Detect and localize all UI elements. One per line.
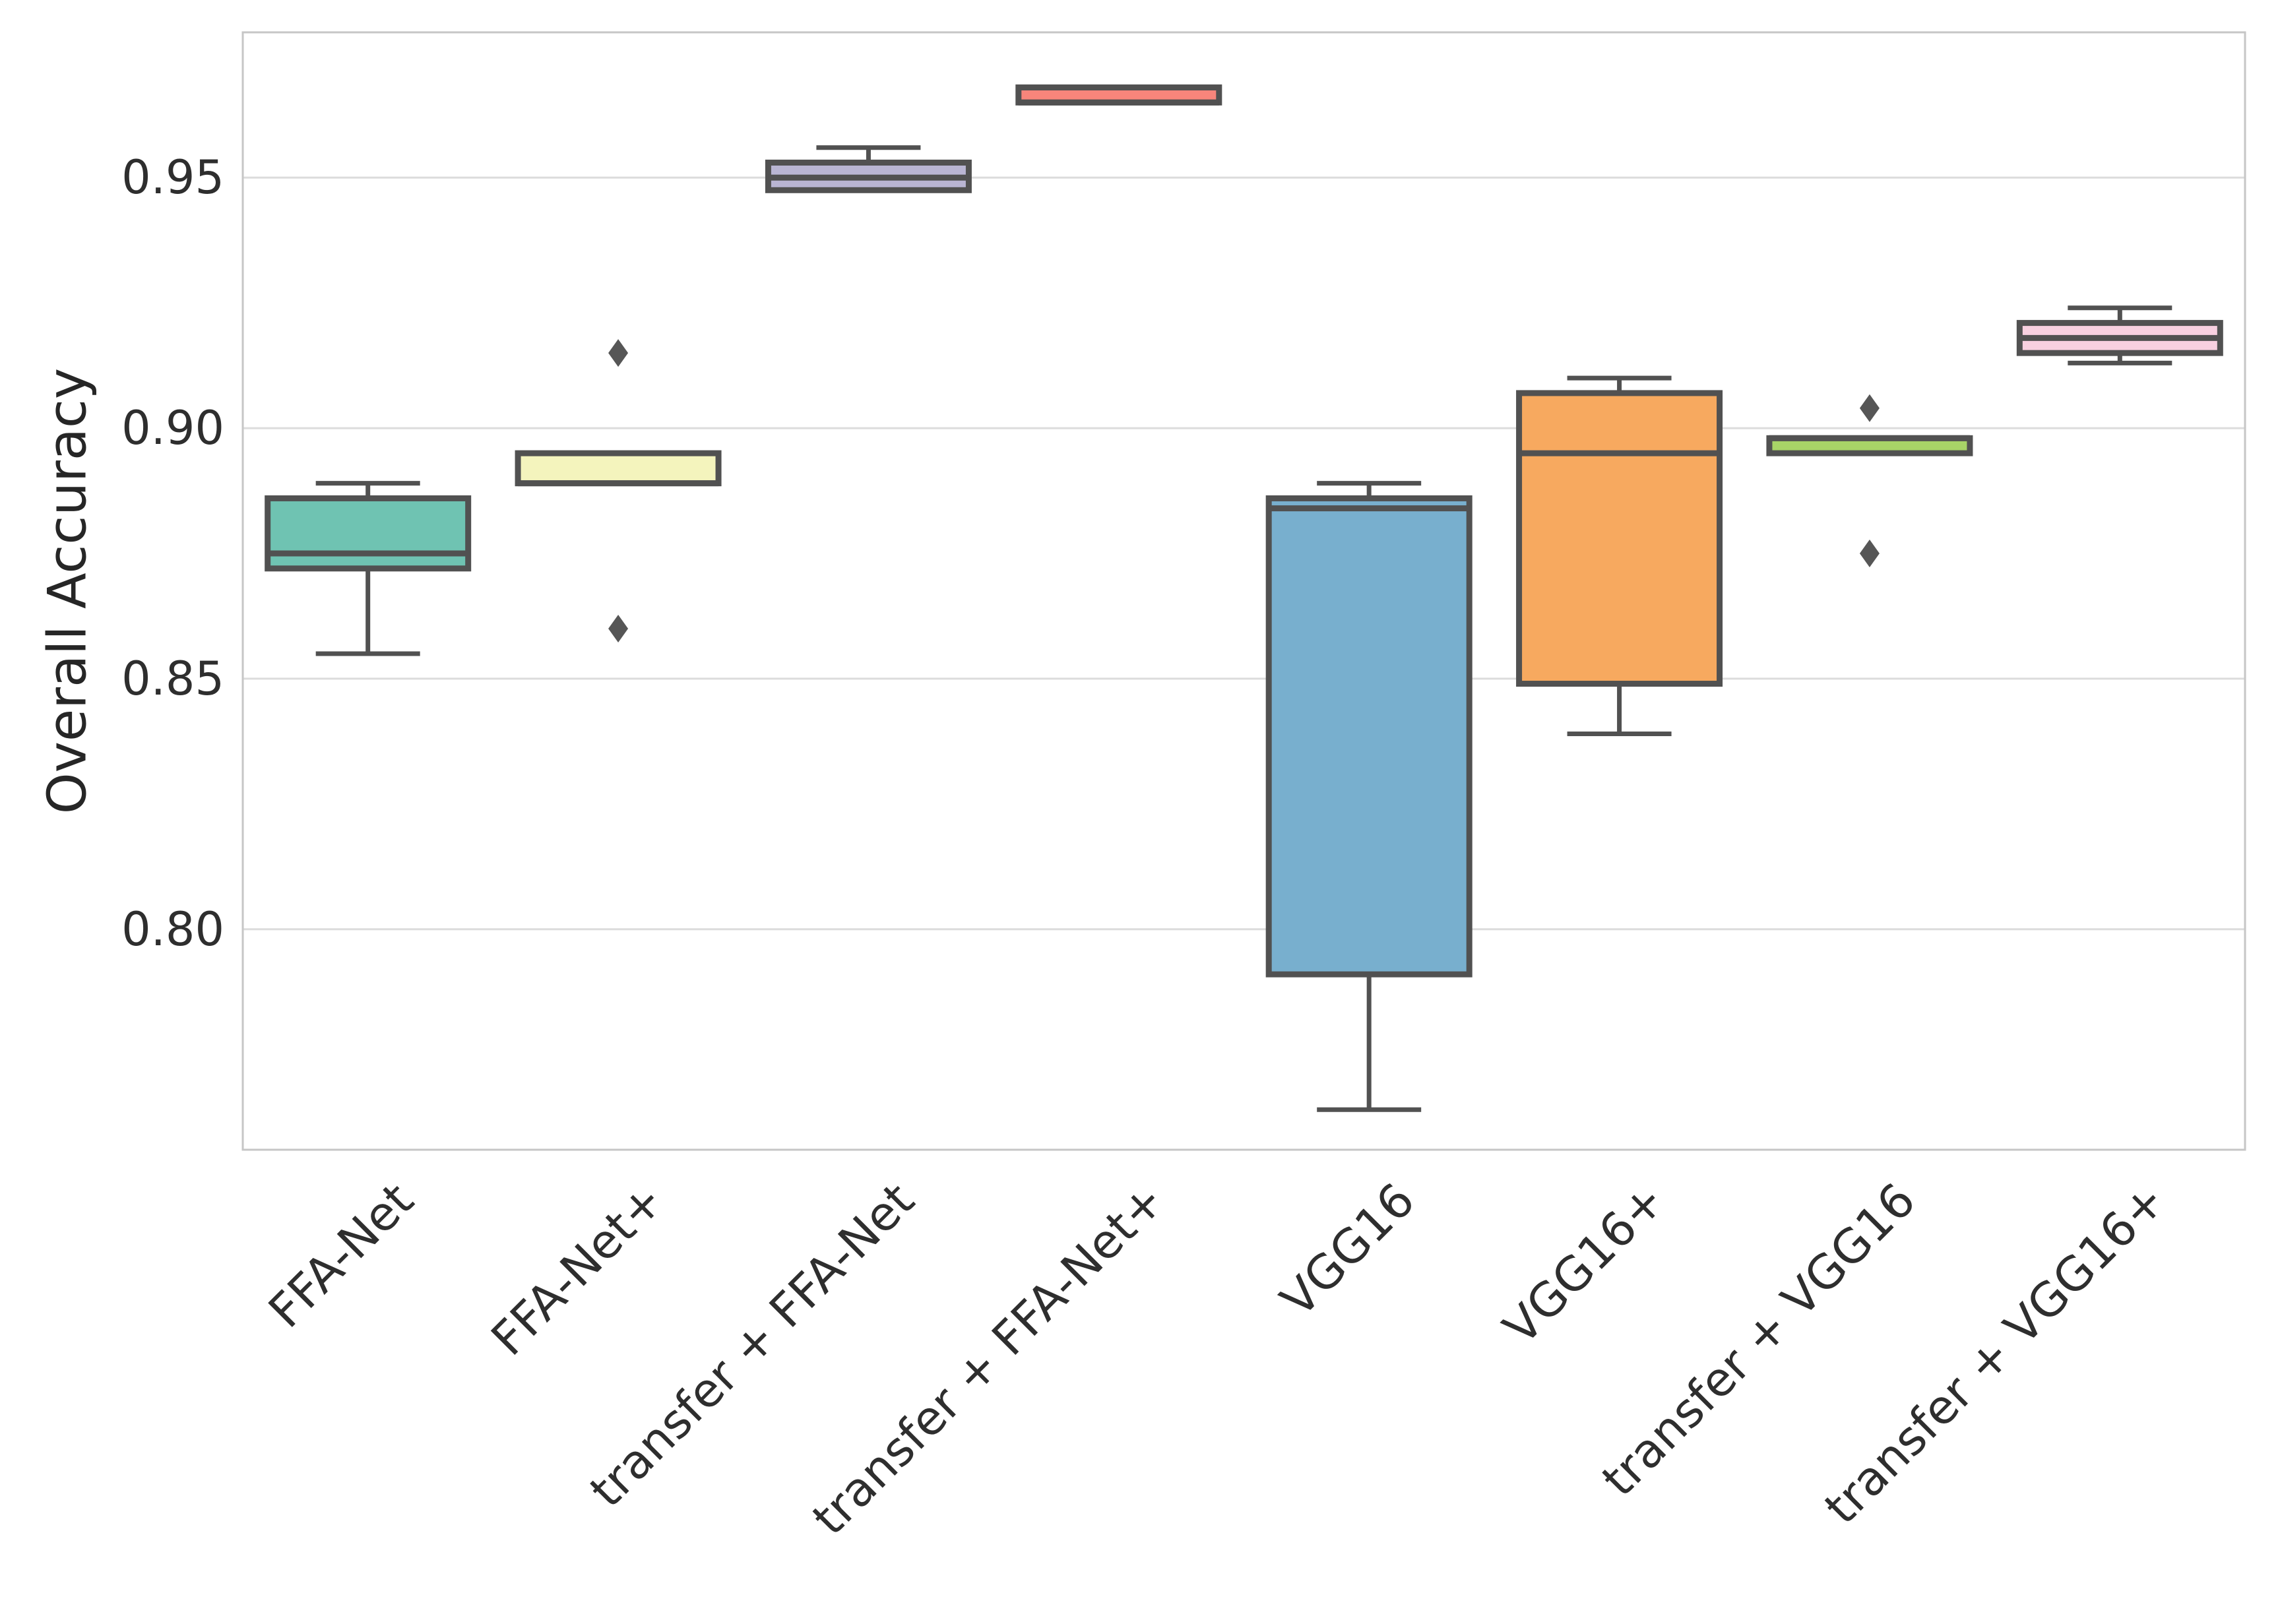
box-VGG16 (1265, 495, 1472, 978)
y-tick-label-0.95: 0.95 (121, 150, 224, 205)
y-tick-label-0.80: 0.80 (121, 902, 224, 956)
box-FFA-Net (265, 495, 472, 572)
y-tick-label-0.85: 0.85 (121, 651, 224, 706)
outlier-diamond (608, 614, 629, 642)
y-tick-label-0.90: 0.90 (121, 401, 224, 456)
outlier-diamond (1859, 394, 1880, 422)
outlier-diamond (1859, 540, 1880, 568)
box-VGG16+ (1516, 390, 1723, 687)
y-axis-label: Overall Accuracy (36, 367, 98, 815)
outlier-diamond (608, 339, 629, 367)
box-FFA-Net+ (515, 450, 722, 487)
plot-border (241, 31, 2246, 1151)
